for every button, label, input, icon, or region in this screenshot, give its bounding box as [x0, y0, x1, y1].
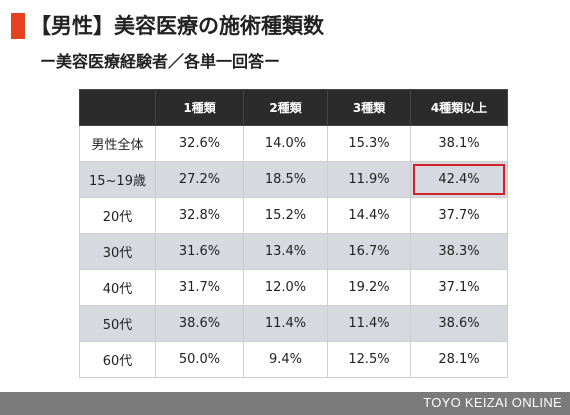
table-row: 男性全体 32.6% 14.0% 15.3% 38.1%: [79, 125, 508, 162]
table-cell: 16.7%: [327, 233, 411, 270]
table-cell: 37.7%: [410, 197, 508, 234]
table-cell: 9.4%: [243, 341, 328, 378]
table-cell: 37.1%: [410, 269, 508, 306]
table-cell: 38.6%: [410, 305, 508, 342]
table-cell: 11.4%: [327, 305, 411, 342]
row-label: 20代: [79, 197, 156, 234]
table-cell: 38.3%: [410, 233, 508, 270]
page-title: 【男性】美容医療の施術種類数: [30, 14, 324, 38]
table-cell: 11.4%: [243, 305, 328, 342]
table-cell: 32.8%: [155, 197, 244, 234]
column-header: 2種類: [243, 89, 328, 126]
row-label: 15~19歳: [79, 161, 156, 198]
table-row: 60代 50.0% 9.4% 12.5% 28.1%: [79, 341, 508, 378]
row-label: 60代: [79, 341, 156, 378]
row-label: 40代: [79, 269, 156, 306]
table-cell: 11.9%: [327, 161, 411, 198]
footer-brand: TOYO KEIZAI ONLINE: [423, 395, 562, 410]
table-cell: 13.4%: [243, 233, 328, 270]
table-row: 20代 32.8% 15.2% 14.4% 37.7%: [79, 197, 508, 234]
footer-bar: TOYO KEIZAI ONLINE: [0, 392, 570, 415]
column-header: 3種類: [327, 89, 411, 126]
table-row: 15~19歳 27.2% 18.5% 11.9% 42.4%: [79, 161, 508, 198]
row-label: 30代: [79, 233, 156, 270]
highlighted-cell-value: 42.4%: [438, 172, 480, 187]
table-row: 50代 38.6% 11.4% 11.4% 38.6%: [79, 305, 508, 342]
table-cell: 38.1%: [410, 125, 508, 162]
table-cell: 12.5%: [327, 341, 411, 378]
table-cell: 27.2%: [155, 161, 244, 198]
table-cell: 38.6%: [155, 305, 244, 342]
table-cell: 15.3%: [327, 125, 411, 162]
table-cell: 31.6%: [155, 233, 244, 270]
table-cell: 12.0%: [243, 269, 328, 306]
table-corner-cell: [79, 89, 156, 126]
table-row: 30代 31.6% 13.4% 16.7% 38.3%: [79, 233, 508, 270]
table-cell: 15.2%: [243, 197, 328, 234]
table-cell: 50.0%: [155, 341, 244, 378]
page-subtitle: ー美容医療経験者／各単一回答ー: [40, 52, 281, 71]
column-header: 4種類以上: [410, 89, 508, 126]
table-cell: 18.5%: [243, 161, 328, 198]
table-cell: 19.2%: [327, 269, 411, 306]
table-header-row: 1種類 2種類 3種類 4種類以上: [79, 89, 508, 126]
title-accent-marker: [11, 13, 25, 39]
column-header: 1種類: [155, 89, 244, 126]
row-label: 男性全体: [79, 125, 156, 162]
table-cell: 14.4%: [327, 197, 411, 234]
row-label: 50代: [79, 305, 156, 342]
table-cell: 14.0%: [243, 125, 328, 162]
table-cell: 32.6%: [155, 125, 244, 162]
table-cell: 31.7%: [155, 269, 244, 306]
table-cell: 28.1%: [410, 341, 508, 378]
data-table: 1種類 2種類 3種類 4種類以上 男性全体 32.6% 14.0% 15.3%…: [79, 89, 508, 378]
table-row: 40代 31.7% 12.0% 19.2% 37.1%: [79, 269, 508, 306]
highlighted-cell: 42.4%: [410, 161, 508, 198]
